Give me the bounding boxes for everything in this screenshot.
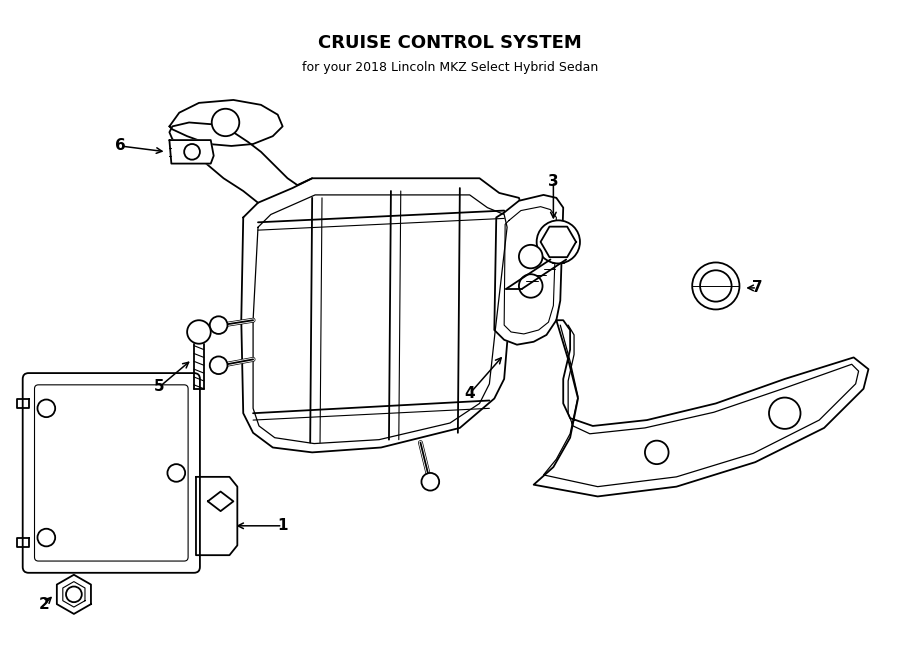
Circle shape xyxy=(38,529,55,547)
Circle shape xyxy=(769,397,800,429)
Text: 7: 7 xyxy=(752,280,762,295)
Polygon shape xyxy=(17,399,29,408)
Polygon shape xyxy=(208,492,233,511)
Polygon shape xyxy=(541,227,576,257)
Polygon shape xyxy=(241,178,524,452)
Polygon shape xyxy=(494,195,563,344)
Circle shape xyxy=(519,274,543,297)
Polygon shape xyxy=(169,140,213,163)
Polygon shape xyxy=(57,575,91,614)
Circle shape xyxy=(700,270,732,301)
Circle shape xyxy=(210,356,228,374)
Text: 2: 2 xyxy=(39,597,50,611)
Polygon shape xyxy=(196,477,238,555)
Circle shape xyxy=(212,109,239,136)
Text: 1: 1 xyxy=(277,518,288,533)
Text: 4: 4 xyxy=(464,386,475,401)
Circle shape xyxy=(519,245,543,268)
Circle shape xyxy=(38,399,55,417)
Circle shape xyxy=(167,464,185,482)
Circle shape xyxy=(536,220,580,264)
Polygon shape xyxy=(534,320,868,496)
FancyBboxPatch shape xyxy=(22,373,200,573)
Text: 3: 3 xyxy=(548,174,559,188)
Circle shape xyxy=(187,320,211,344)
Text: 5: 5 xyxy=(154,379,165,395)
Circle shape xyxy=(184,144,200,160)
Circle shape xyxy=(645,441,669,464)
Circle shape xyxy=(210,317,228,334)
Circle shape xyxy=(692,262,740,309)
Circle shape xyxy=(66,586,82,602)
Polygon shape xyxy=(169,100,283,146)
Circle shape xyxy=(421,473,439,490)
Text: CRUISE CONTROL SYSTEM: CRUISE CONTROL SYSTEM xyxy=(318,34,582,52)
Polygon shape xyxy=(17,537,29,547)
Text: for your 2018 Lincoln MKZ Select Hybrid Sedan: for your 2018 Lincoln MKZ Select Hybrid … xyxy=(302,61,598,74)
Text: 6: 6 xyxy=(115,138,125,153)
